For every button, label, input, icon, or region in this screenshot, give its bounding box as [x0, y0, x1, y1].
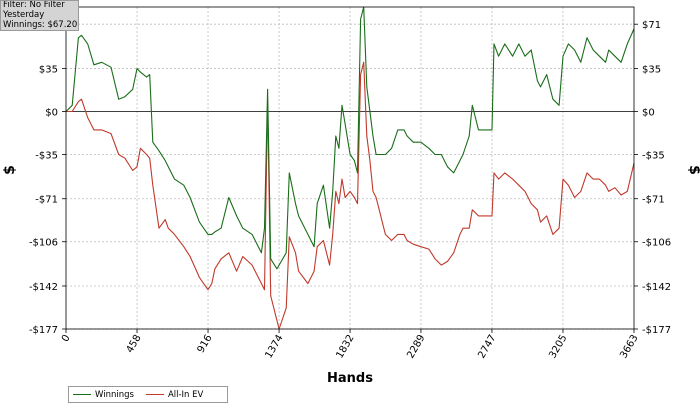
y-tick-label-left: $0 [45, 107, 58, 118]
y-tick-label-right: $35 [642, 64, 661, 75]
x-tick-label: 3205 [547, 333, 569, 361]
legend: Winnings All-In EV [68, 386, 228, 403]
y-tick-label-right: -$177 [642, 325, 671, 336]
x-tick-label: 3663 [618, 333, 640, 361]
y-tick-label-left: -$106 [29, 238, 58, 249]
y-tick-label-left: -$35 [35, 150, 58, 161]
y-axis-title-left: $ [2, 165, 18, 175]
y-tick-label-left: -$71 [35, 195, 58, 206]
date-range-label: Yesterday [3, 9, 45, 20]
winnings-total-label: Winnings: $67.20 [3, 19, 78, 30]
y-tick-label-right: $71 [642, 20, 661, 31]
x-tick-label: 2747 [476, 333, 498, 361]
legend-label-winnings: Winnings [95, 389, 134, 400]
legend-swatch-allin-ev [145, 394, 164, 395]
y-tick-label-right: -$142 [642, 282, 671, 293]
x-axis: 0 458 916 1374 1832 2289 2747 3205 3663 [60, 329, 641, 361]
series-line-winnings [65, 6, 635, 270]
y-axis-title-right: $ [686, 165, 700, 175]
y-tick-label-right: $0 [642, 107, 655, 118]
x-axis-title: Hands [327, 371, 373, 386]
legend-item-winnings: Winnings [73, 390, 134, 400]
legend-label-allin-ev: All-In EV [167, 389, 204, 400]
x-tick-label: 1374 [263, 333, 285, 361]
x-tick-label: 1832 [334, 333, 356, 361]
y-axis-right: $71 $35 $0 -$35 -$71 -$106 -$142 -$177 [634, 20, 671, 336]
x-tick-label: 0 [60, 333, 73, 344]
legend-item-allin-ev: All-In EV [145, 389, 204, 400]
legend-swatch-winnings [73, 394, 91, 395]
x-tick-label: 916 [196, 333, 215, 355]
x-tick-label: 2289 [405, 333, 427, 361]
series-line-all-in-ev [66, 61, 635, 330]
x-tick-label: 458 [125, 333, 144, 355]
y-tick-label-left: -$177 [29, 325, 58, 336]
y-axis-left: $71$35$0-$35-$71-$106-$142-$177 [29, 20, 66, 336]
y-tick-label-right: -$71 [642, 195, 665, 206]
filter-label: Filter: No Filter [3, 0, 65, 10]
series-lines [65, 6, 635, 330]
y-tick-label-right: -$106 [642, 238, 671, 249]
y-tick-label-right: -$35 [642, 150, 665, 161]
y-tick-label-left: $35 [39, 64, 58, 75]
filter-info-box: Filter: No Filter Yesterday Winnings: $6… [0, 0, 79, 31]
y-tick-label-left: -$142 [29, 282, 58, 293]
